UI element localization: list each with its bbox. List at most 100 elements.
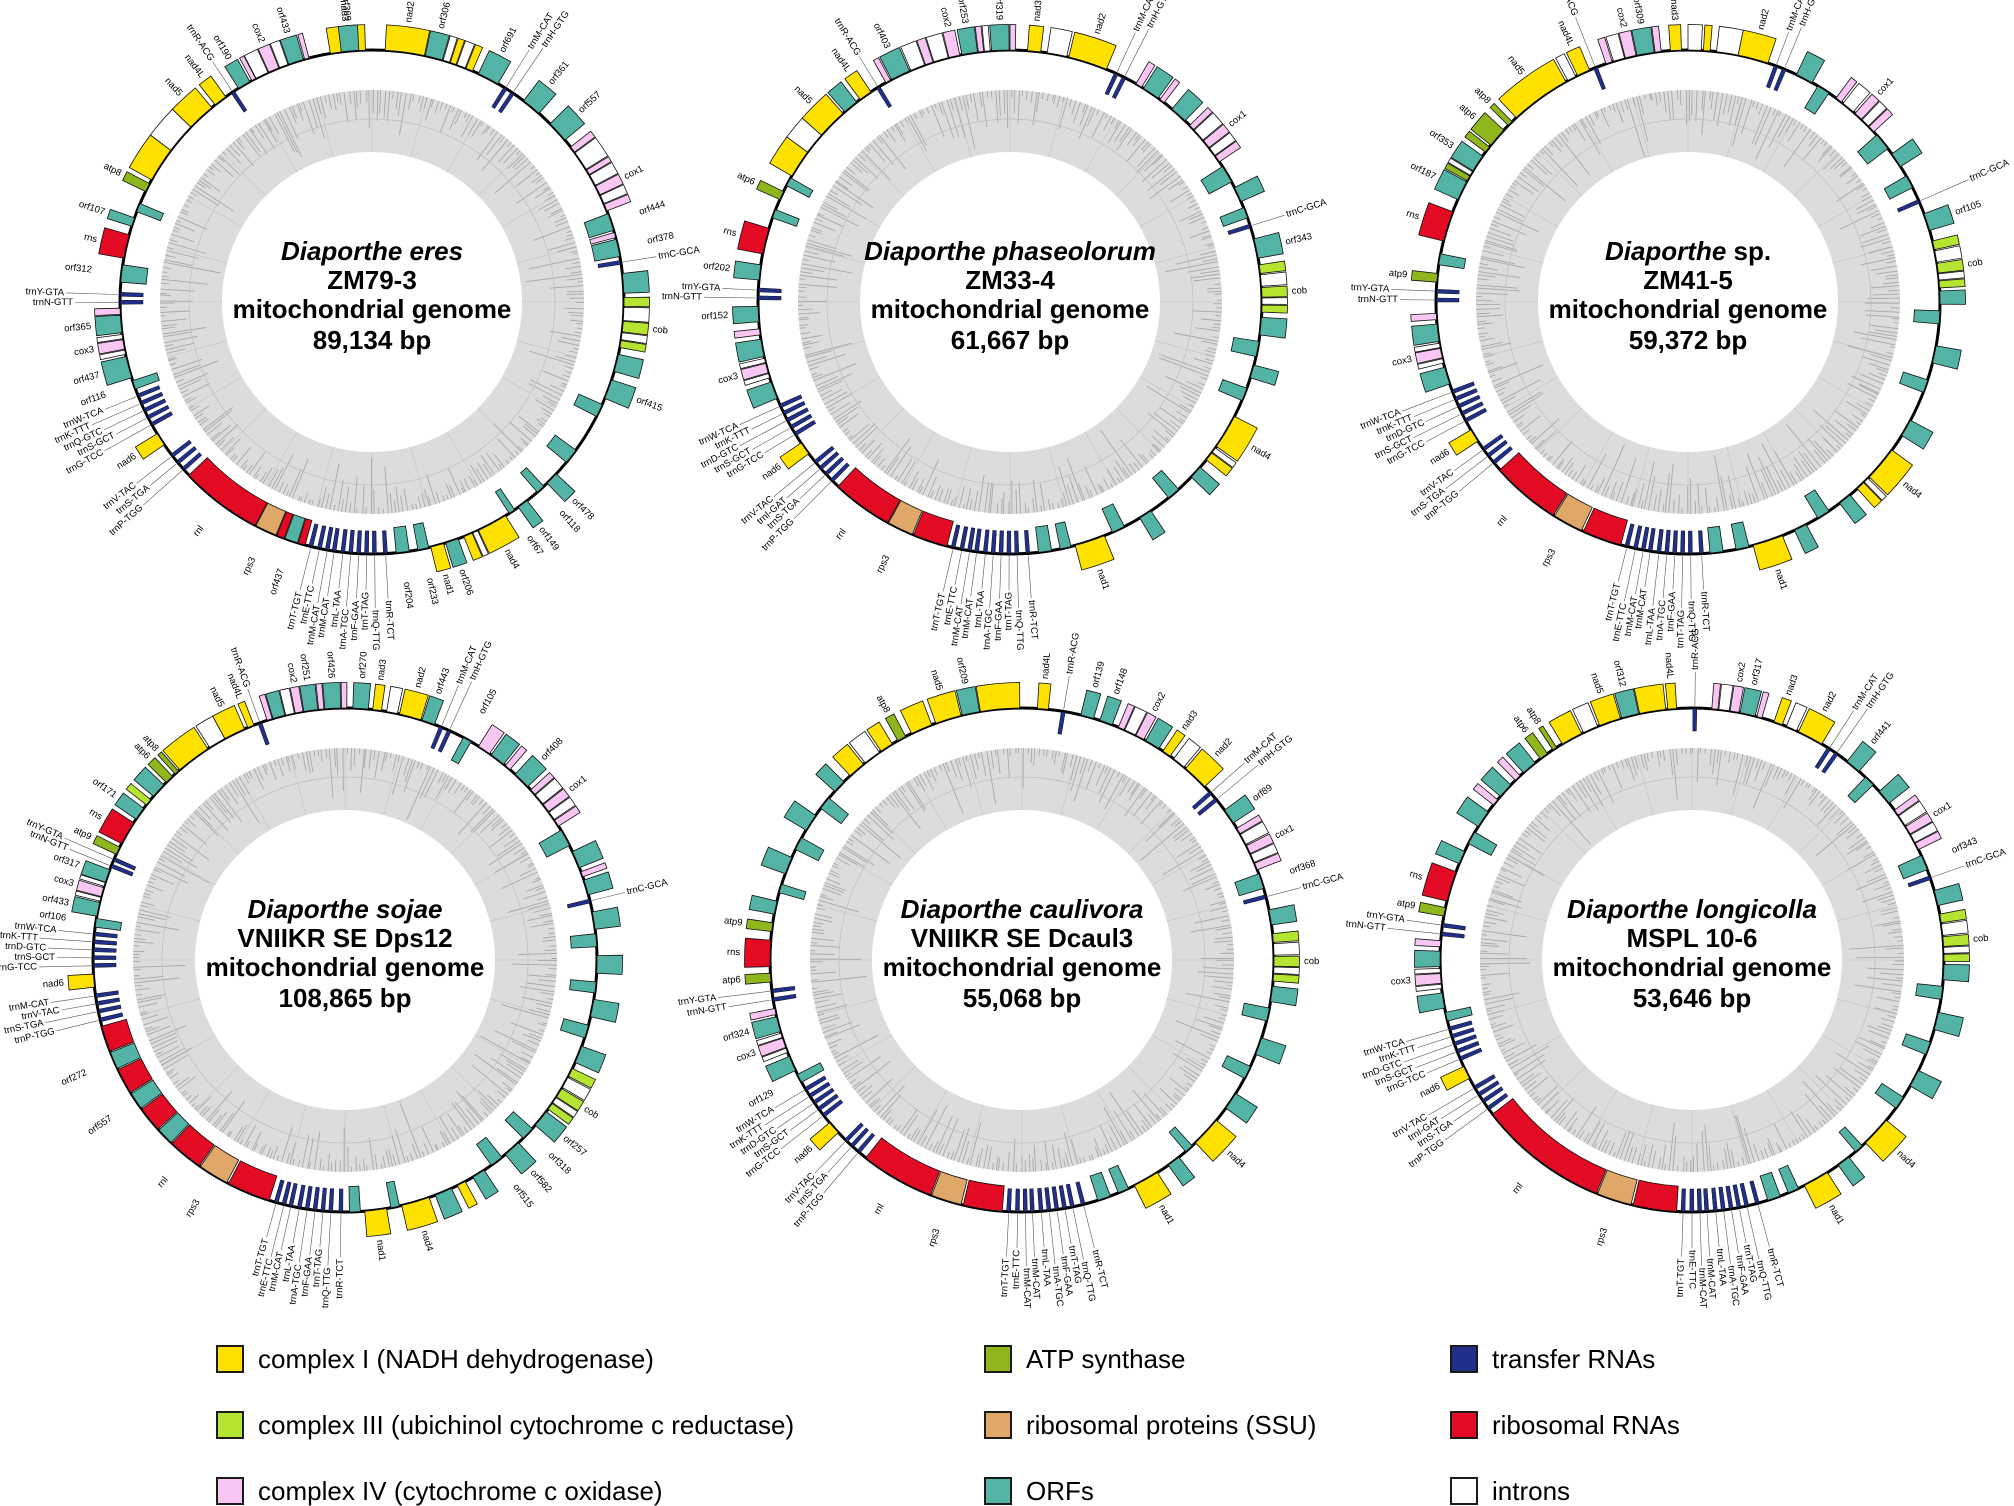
gene-block-cIV	[289, 685, 304, 714]
gene-label: trnD-GTC	[5, 941, 47, 954]
gene-block-atp	[1470, 112, 1505, 146]
genome-size: 108,865 bp	[279, 983, 412, 1013]
gene-label: nad6	[1428, 447, 1452, 468]
gene-block-orf	[1878, 773, 1910, 804]
label-leader-line	[1057, 1211, 1064, 1255]
gene-label: trnR-ACG	[1064, 632, 1082, 675]
label-leader-line	[340, 1213, 342, 1258]
gene-block-trna	[1487, 1092, 1509, 1110]
gene-block-orf	[337, 24, 360, 53]
gene-block-orf	[549, 105, 586, 141]
gene-block-trna	[297, 1184, 306, 1208]
label-leader-line	[449, 681, 472, 729]
gene-block-cI	[1664, 682, 1678, 710]
legend-label: ATP synthase	[1026, 1343, 1186, 1374]
strain-name: ZM41-5	[1643, 265, 1733, 295]
gene-label: trnR-TCT	[1026, 600, 1040, 640]
gene-block-cIV	[1009, 24, 1017, 51]
gene-block-orf	[621, 270, 650, 294]
gene-block-rrn	[1499, 452, 1568, 516]
label-leader-line	[143, 470, 183, 506]
gene-block-orf	[94, 917, 123, 931]
gene-block-rrn	[98, 227, 130, 259]
gene-label: orf317	[1749, 658, 1766, 687]
label-leader-line	[319, 1212, 324, 1247]
gene-label: orf369	[340, 0, 353, 22]
gene-block-cI	[162, 726, 209, 771]
gene-block-orf	[1145, 717, 1174, 749]
gene-block-orf	[1923, 204, 1955, 231]
gene-label: cox2	[938, 6, 953, 28]
gene-block-trna	[1449, 1020, 1473, 1031]
label-leader-line	[365, 555, 367, 590]
gene-label: trnM-CAT	[1021, 1268, 1033, 1309]
gene-block-orf	[1456, 796, 1489, 828]
gene-block-rrn	[188, 457, 268, 526]
gene-block-trna	[876, 86, 893, 109]
gene-label: orf318	[546, 1150, 573, 1177]
legend-swatch-rps	[984, 1411, 1012, 1439]
gene-block-orf	[1249, 364, 1280, 386]
gene-block-rps	[199, 1144, 240, 1184]
gene-label: orf253	[955, 0, 970, 24]
label-leader-line	[298, 1211, 308, 1263]
gene-label: cob	[1292, 285, 1308, 297]
gene-label: orf171	[90, 776, 118, 801]
gene-block-rrn	[117, 1058, 153, 1093]
gene-block-orf	[490, 733, 521, 765]
label-leader-line	[327, 553, 335, 596]
label-leader-line	[1776, 32, 1789, 65]
gene-label: cox3	[735, 1048, 758, 1065]
gene-block-orf	[504, 1142, 537, 1175]
gene-block-orf	[475, 1136, 503, 1166]
gene-label: trnR-TCT	[1698, 591, 1711, 631]
label-leader-line	[1644, 553, 1651, 587]
gene-label: orf437	[72, 370, 101, 388]
gene-block-trna	[1454, 388, 1478, 402]
label-leader-line	[1049, 1212, 1056, 1265]
gene-block-trna	[850, 1127, 870, 1148]
gene-block-cI	[1548, 710, 1583, 745]
gene-block-orf	[1913, 309, 1941, 325]
gene-label: cox1	[1931, 800, 1954, 820]
gene-block-cIV	[554, 805, 581, 827]
gene-block-orf	[785, 177, 814, 198]
label-leader-line	[1575, 17, 1595, 66]
gene-block-trna	[328, 1188, 335, 1212]
label-leader-line	[1747, 1207, 1760, 1259]
gene-block-trna	[804, 1075, 827, 1092]
species-name: Diaporthe	[1605, 236, 1726, 266]
gene-block-trna	[959, 526, 969, 550]
gene-block-trna	[281, 1181, 292, 1205]
gene-block-cIII	[621, 320, 650, 336]
gene-block-cI	[975, 682, 1021, 712]
gene-block-orf	[583, 871, 614, 896]
gene-label: nad1	[1156, 1203, 1176, 1227]
label-leader-line	[739, 420, 786, 446]
gene-block-int	[1260, 271, 1288, 287]
gene-block-orf	[546, 434, 577, 463]
gene-label: trnF-GAA	[299, 1256, 315, 1298]
gene-block-trna	[150, 411, 174, 427]
legend-swatch-cIII	[216, 1411, 244, 1439]
genome-label: mitochondrial genome	[1549, 294, 1828, 324]
gene-block-int	[1046, 27, 1073, 57]
gene-block-int	[589, 161, 619, 186]
gene-label: cox2	[1734, 661, 1748, 683]
gene-block-cIV	[504, 745, 528, 771]
gene-label: cox2	[285, 662, 299, 684]
gene-block-cIV	[258, 693, 273, 721]
genome-title: Diaporthe eres ZM79-3 mitochondrial genome…	[233, 236, 512, 355]
gene-block-rrn	[865, 1137, 941, 1196]
gene-block-cI	[364, 1208, 392, 1238]
gene-block-trna	[856, 1132, 876, 1154]
label-leader-line	[942, 549, 954, 592]
label-leader-line	[1428, 1088, 1474, 1116]
gene-block-trna	[147, 404, 170, 420]
gene-block-cIV	[1868, 108, 1894, 133]
gene-block-rrn	[101, 1018, 135, 1052]
gene-label: nad1	[1772, 568, 1789, 592]
gene-label: nad5	[1505, 54, 1526, 78]
gene-block-trna	[1014, 530, 1020, 554]
